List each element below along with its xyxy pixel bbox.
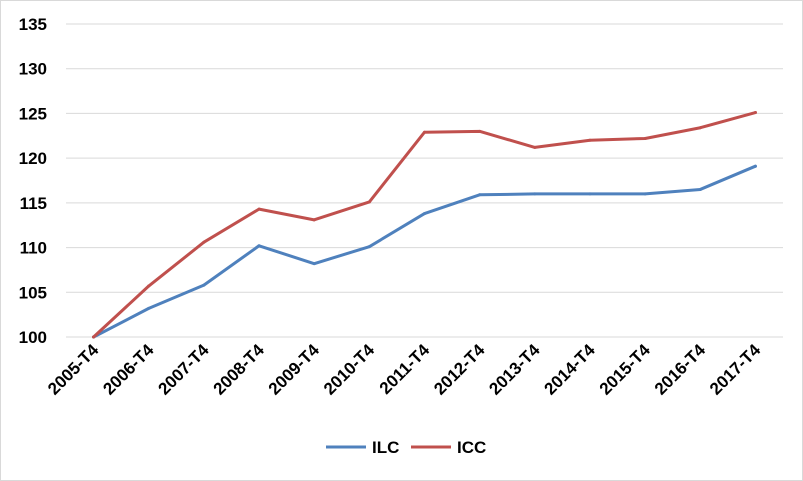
data-point-icc xyxy=(533,145,537,149)
data-point-ilc xyxy=(367,245,371,249)
y-tick-label: 135 xyxy=(19,15,47,34)
x-tick-label: 2006-T4 xyxy=(99,340,158,399)
data-point-icc xyxy=(202,240,206,244)
y-tick-label: 125 xyxy=(19,104,47,123)
data-point-ilc xyxy=(753,164,757,168)
x-tick-label: 2012-T4 xyxy=(430,340,489,399)
data-point-icc xyxy=(147,284,151,288)
data-point-ilc xyxy=(202,283,206,287)
series-line-icc xyxy=(92,111,757,339)
y-tick-label: 115 xyxy=(20,194,47,213)
gridlines xyxy=(66,23,783,293)
data-point-ilc xyxy=(643,192,647,196)
y-tick-label: 105 xyxy=(19,283,47,302)
data-point-ilc xyxy=(478,193,482,197)
data-point-icc xyxy=(588,138,592,142)
x-tick-label: 2015-T4 xyxy=(596,340,655,399)
data-point-icc xyxy=(92,335,96,339)
x-tick-label: 2008-T4 xyxy=(210,340,269,399)
data-point-ilc xyxy=(257,244,261,248)
data-point-ilc xyxy=(588,192,592,196)
x-tick-label: 2011-T4 xyxy=(376,340,434,398)
x-tick-label: 2013-T4 xyxy=(485,340,544,399)
data-point-ilc xyxy=(312,262,316,266)
x-tick-label: 2016-T4 xyxy=(651,340,710,399)
data-point-ilc xyxy=(533,192,537,196)
y-tick-label: 130 xyxy=(19,60,47,79)
data-point-icc xyxy=(257,207,261,211)
data-point-ilc xyxy=(147,306,151,310)
x-tick-label: 2017-T4 xyxy=(706,340,765,399)
y-axis-tick-labels: 100 105 110 115 120 125 130 135 xyxy=(19,15,47,347)
x-tick-label: 2014-T4 xyxy=(541,340,600,399)
data-point-ilc xyxy=(698,187,702,191)
data-point-icc xyxy=(367,200,371,204)
y-tick-label: 120 xyxy=(19,149,47,168)
legend-label-icc: ICC xyxy=(457,438,486,457)
legend: ILC ICC xyxy=(326,438,486,457)
x-tick-label: 2009-T4 xyxy=(265,340,324,399)
data-point-icc xyxy=(698,126,702,130)
data-point-icc xyxy=(312,218,316,222)
data-point-icc xyxy=(753,111,757,115)
x-axis-tick-labels: 2005-T42006-T42007-T42008-T42009-T42010-… xyxy=(44,340,764,399)
data-point-icc xyxy=(478,129,482,133)
y-tick-label: 100 xyxy=(19,328,47,347)
data-point-ilc xyxy=(423,212,426,216)
data-point-icc xyxy=(643,136,647,140)
x-tick-label: 2007-T4 xyxy=(154,340,213,399)
x-tick-label: 2010-T4 xyxy=(320,340,379,399)
x-tick-label: 2005-T4 xyxy=(44,340,103,399)
y-tick-label: 110 xyxy=(20,239,47,258)
data-point-icc xyxy=(423,130,426,134)
series-lines xyxy=(92,111,757,339)
legend-label-ilc: ILC xyxy=(372,438,399,457)
